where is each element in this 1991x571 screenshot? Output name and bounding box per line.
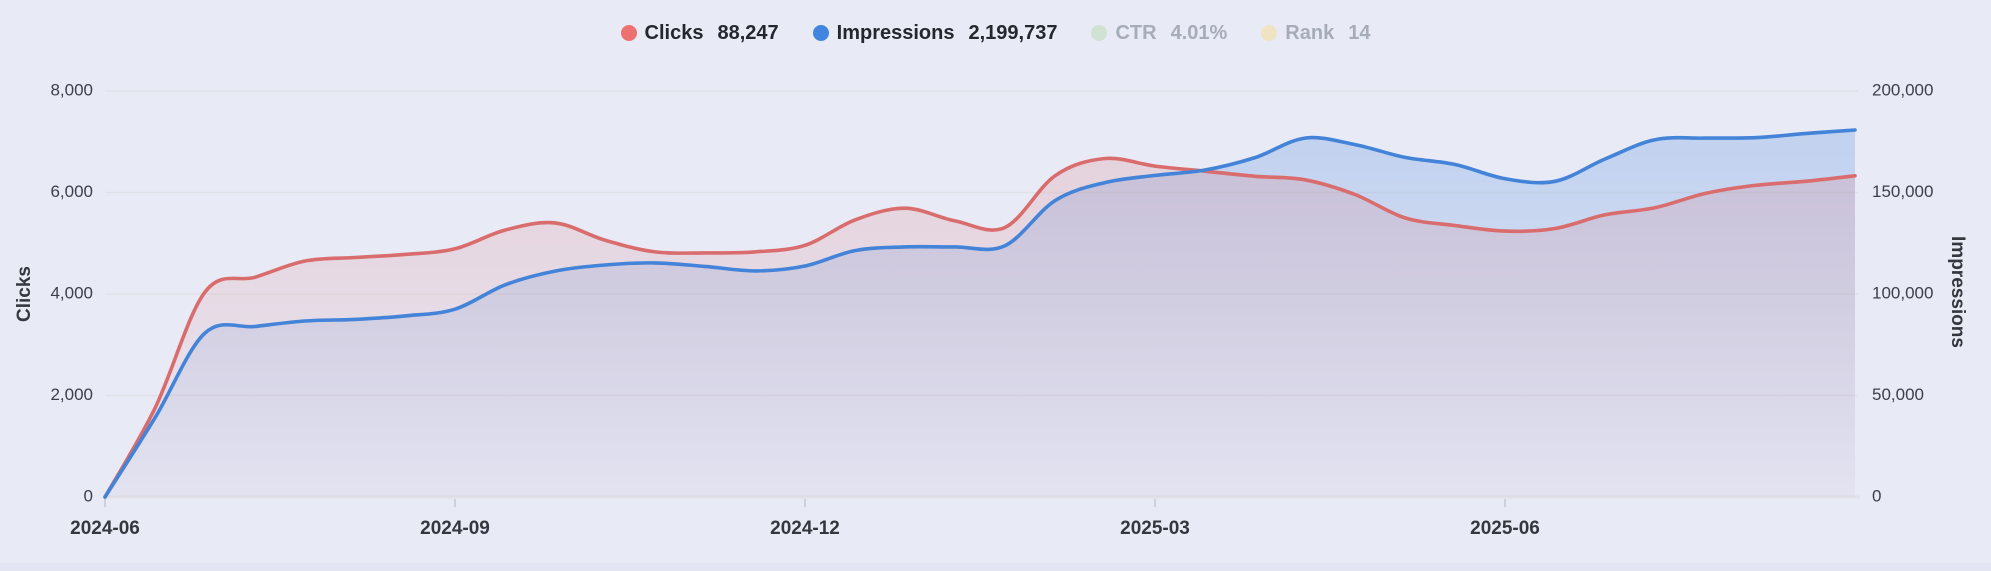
x-label-2025-06: 2025-06 [1470, 518, 1540, 539]
right-tick-100000: 100,000 [1872, 283, 1933, 302]
legend-label-rank: Rank [1285, 22, 1335, 44]
x-label-2024-12: 2024-12 [770, 518, 840, 539]
right-axis-labels: 0 50,000 100,000 150,000 200,000 [1872, 80, 1933, 505]
left-tick-0: 0 [84, 486, 93, 505]
legend-value-rank: 14 [1348, 22, 1371, 44]
bottom-edge-strip [0, 563, 1991, 571]
right-tick-50000: 50,000 [1872, 385, 1924, 404]
x-label-2025-03: 2025-03 [1120, 518, 1190, 539]
legend-label-ctr: CTR [1115, 22, 1157, 44]
rank-series-dot [1261, 25, 1278, 41]
impressions-line[interactable] [103, 128, 1857, 499]
legend-value-impressions: 2,199,737 [968, 22, 1058, 44]
x-axis-labels: 2024-06 2024-09 2024-12 2025-03 2025-06 [70, 518, 1540, 539]
ctr-series-dot [1091, 25, 1108, 41]
clicks-series-dot [620, 25, 637, 41]
legend-item-impressions[interactable]: Impressions 2,199,737 [812, 22, 1058, 44]
legend-value-clicks: 88,247 [717, 22, 779, 44]
legend-item-clicks[interactable]: Clicks 88,247 [620, 22, 779, 44]
legend-item-ctr[interactable]: CTR 4.01% [1091, 23, 1227, 43]
left-tick-6000: 6,000 [50, 182, 93, 201]
x-axis-ticks [104, 499, 1506, 507]
x-label-2024-09: 2024-09 [420, 518, 490, 539]
legend-value-ctr: 4.01% [1170, 22, 1228, 44]
left-tick-8000: 8,000 [50, 80, 93, 99]
right-tick-200000: 200,000 [1872, 80, 1933, 99]
clicks-area [105, 158, 1855, 497]
right-axis-title: Impressions [1947, 236, 1968, 348]
right-tick-150000: 150,000 [1872, 182, 1933, 201]
legend-label-clicks: Clicks [644, 22, 704, 44]
impressions-series-dot [812, 25, 829, 41]
chart-legend: Clicks 88,247 Impressions 2,199,737 CTR … [0, 18, 1991, 48]
plot-hover-area[interactable] [105, 60, 1858, 497]
x-label-2024-06: 2024-06 [70, 518, 140, 539]
right-tick-0: 0 [1872, 486, 1881, 505]
left-tick-2000: 2,000 [50, 385, 93, 404]
left-tick-4000: 4,000 [50, 283, 93, 302]
left-axis-title: Clicks [14, 266, 35, 322]
clicks-line[interactable] [103, 156, 1857, 499]
left-axis-labels: 0 2,000 4,000 6,000 8,000 [50, 80, 93, 505]
legend-label-impressions: Impressions [836, 22, 955, 44]
legend-item-rank[interactable]: Rank 14 [1261, 23, 1370, 43]
